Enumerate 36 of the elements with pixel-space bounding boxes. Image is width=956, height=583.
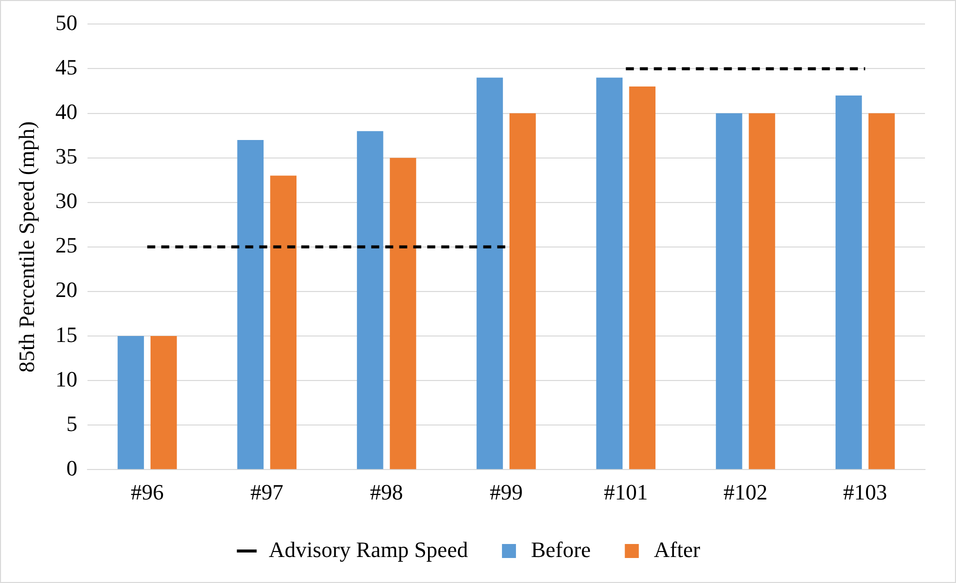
x-tick-label: #103 — [843, 480, 888, 505]
bar — [629, 86, 656, 470]
bar — [476, 78, 503, 470]
bar — [716, 113, 742, 470]
y-tick-label: 15 — [55, 322, 78, 347]
x-tick-label: #96 — [130, 480, 164, 505]
bar — [118, 336, 144, 470]
y-axis-title: 85th Percentile Speed (mph) — [14, 121, 39, 372]
y-tick-label: 30 — [55, 188, 78, 214]
y-tick-label: 40 — [55, 99, 78, 124]
y-tick-label: 35 — [55, 144, 78, 169]
bar — [390, 158, 416, 470]
legend-label: After — [654, 536, 701, 562]
bar — [509, 113, 536, 470]
bar — [270, 176, 296, 470]
x-tick-label: #102 — [724, 480, 768, 505]
x-tick-label: #99 — [490, 480, 523, 505]
y-tick-label: 25 — [55, 232, 78, 258]
bar — [596, 78, 623, 470]
y-tick-label: 20 — [55, 277, 78, 302]
bar — [748, 113, 776, 470]
bar — [836, 95, 862, 470]
y-tick-label: 50 — [55, 10, 78, 35]
legend-label: Before — [530, 536, 591, 562]
legend-label: Advisory Ramp Speed — [268, 536, 468, 562]
x-tick-label: #101 — [604, 480, 648, 505]
y-tick-label: 5 — [66, 410, 78, 436]
bar — [868, 113, 895, 470]
y-tick-label: 10 — [55, 366, 78, 392]
bar — [150, 336, 177, 470]
bar — [237, 140, 264, 470]
x-tick-label: #98 — [370, 480, 404, 505]
y-tick-label: 45 — [55, 54, 78, 80]
x-tick-label: #97 — [250, 480, 284, 505]
bar — [356, 131, 384, 470]
y-tick-label: 0 — [66, 455, 78, 480]
